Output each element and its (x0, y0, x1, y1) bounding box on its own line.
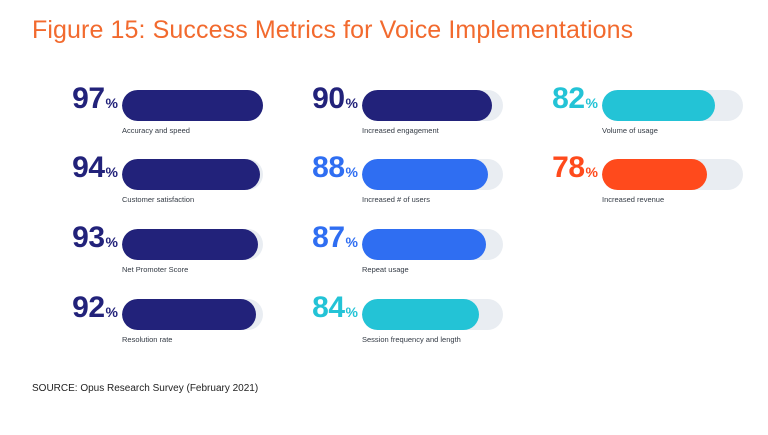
metric-bar-track (362, 229, 503, 260)
metric-label: Volume of usage (602, 126, 658, 135)
metric-tile-4: 92% Resolution rate (32, 287, 272, 344)
metric-percent: 93% (32, 221, 118, 259)
metric-bar-fill (362, 159, 488, 190)
metric-percent: 87% (272, 221, 358, 259)
metric-tile-8: 84% Session frequency and length (272, 287, 512, 344)
metric-bar-fill (122, 90, 263, 121)
metric-tile-3: 93% Net Promoter Score (32, 217, 272, 274)
metric-tile-1: 97% Accuracy and speed (32, 78, 272, 135)
metric-bar-track (362, 90, 503, 121)
metric-label: Repeat usage (362, 265, 409, 274)
metric-label: Customer satisfaction (122, 195, 195, 204)
metric-value: 97 (72, 82, 105, 115)
metric-value: 88 (312, 151, 345, 184)
metric-value: 87 (312, 221, 345, 254)
percent-sign: % (585, 95, 598, 111)
percent-sign: % (345, 304, 358, 320)
metric-tile-10: 78% Increased revenue (512, 147, 752, 204)
metric-bar-fill (362, 90, 492, 121)
percent-sign: % (105, 95, 118, 111)
metric-label: Increased # of users (362, 195, 430, 204)
metric-tile-9: 82% Volume of usage (512, 78, 752, 135)
source-note: SOURCE: Opus Research Survey (February 2… (32, 383, 259, 394)
metric-value: 84 (312, 291, 345, 324)
metric-percent: 84% (272, 291, 358, 329)
metric-tile-5: 90% Increased engagement (272, 78, 512, 135)
metric-percent: 82% (512, 82, 598, 120)
percent-sign: % (345, 234, 358, 250)
metric-value: 94 (72, 151, 105, 184)
metric-label: Resolution rate (122, 335, 173, 344)
metric-bar-fill (602, 90, 715, 121)
metric-value: 93 (72, 221, 105, 254)
metric-bar-track (122, 90, 263, 121)
metric-value: 82 (552, 82, 585, 115)
metric-bar-track (122, 159, 263, 190)
percent-sign: % (345, 164, 358, 180)
percent-sign: % (105, 234, 118, 250)
percent-sign: % (345, 95, 358, 111)
metric-percent: 78% (512, 151, 598, 189)
metric-bar-track (122, 229, 263, 260)
metric-bar-fill (362, 299, 479, 330)
metric-label: Net Promoter Score (122, 265, 189, 274)
metric-bar-fill (362, 229, 486, 260)
metric-tile-6: 88% Increased # of users (272, 147, 512, 204)
metric-percent: 94% (32, 151, 118, 189)
metric-tile-7: 87% Repeat usage (272, 217, 512, 274)
metric-percent: 92% (32, 291, 118, 329)
metric-label: Increased revenue (602, 195, 665, 204)
metric-label: Accuracy and speed (122, 126, 190, 135)
metric-percent: 90% (272, 82, 358, 120)
metric-bar-track (122, 299, 263, 330)
metric-percent: 97% (32, 82, 118, 120)
metric-value: 90 (312, 82, 345, 115)
metric-value: 92 (72, 291, 105, 324)
percent-sign: % (105, 164, 118, 180)
metric-bar-track (362, 299, 503, 330)
metric-bar-fill (122, 159, 260, 190)
metric-bar-fill (122, 229, 258, 260)
metric-value: 78 (552, 151, 585, 184)
percent-sign: % (105, 304, 118, 320)
percent-sign: % (585, 164, 598, 180)
chart-title: Figure 15: Success Metrics for Voice Imp… (32, 16, 634, 44)
metric-bar-track (602, 159, 743, 190)
metric-percent: 88% (272, 151, 358, 189)
metric-label: Increased engagement (362, 126, 439, 135)
metric-label: Session frequency and length (362, 335, 461, 344)
metric-tile-2: 94% Customer satisfaction (32, 147, 272, 204)
metric-bar-track (362, 159, 503, 190)
metric-bar-track (602, 90, 743, 121)
metric-bar-fill (122, 299, 256, 330)
metric-bar-fill (602, 159, 707, 190)
